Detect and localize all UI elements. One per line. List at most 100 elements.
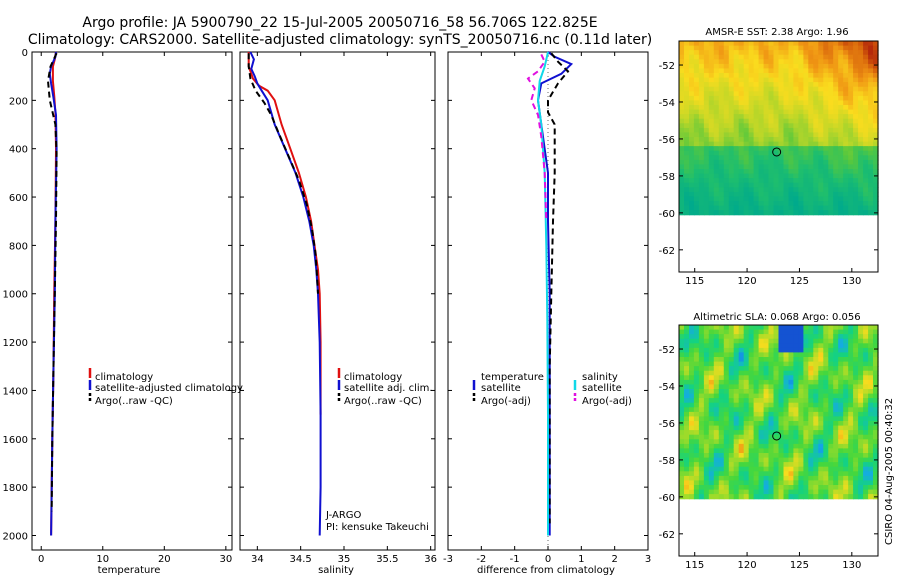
heatmap-cell [863,169,869,175]
x-tick-label: 36 [424,554,437,565]
heatmap-cell [693,352,700,358]
heatmap-cell [803,205,809,211]
heatmap-cell [708,457,715,463]
heatmap-cell [843,86,849,92]
heatmap-cell [768,95,775,102]
heatmap-cell [698,384,705,390]
heatmap-cell [858,118,864,124]
heatmap-cell [728,187,735,193]
heatmap-cell [843,114,849,120]
heatmap-cell [833,416,839,422]
heatmap-cell [713,109,720,115]
heatmap-cell [679,109,685,115]
heatmap-cell [738,439,745,445]
heatmap-cell [818,343,824,349]
heatmap-cell [788,329,795,335]
heatmap-cell [753,448,760,454]
heatmap-cell [843,421,849,427]
heatmap-cell [743,352,750,358]
heatmap-cell [698,370,705,376]
heatmap-cell [838,109,844,115]
heatmap-cell [778,366,785,372]
heatmap-cell [679,201,685,207]
heatmap-cell [723,150,730,156]
heatmap-cell [873,169,879,175]
heatmap-cell [798,402,804,408]
heatmap-cell [818,86,824,92]
heatmap-cell [773,137,780,143]
heatmap-cell [813,82,819,88]
heatmap-cell [743,59,750,65]
heatmap-cell [728,443,735,450]
heatmap-cell [843,329,849,335]
heatmap-cell [679,159,685,166]
heatmap-cell [848,347,854,354]
heatmap-cell [703,210,710,216]
heatmap-cell [813,329,819,335]
heatmap-cell [848,182,854,188]
heatmap-cell [723,123,730,129]
heatmap-cell [698,141,705,147]
heatmap-cell [758,45,765,51]
heatmap-cell [803,398,809,404]
heatmap-cell [768,201,775,207]
heatmap-cell [853,159,859,166]
heatmap-cell [838,329,844,335]
heatmap-cell [768,370,775,376]
heatmap-cell [778,109,785,115]
heatmap-cell [828,77,834,83]
heatmap-cell [853,164,859,170]
heatmap-cell [708,109,715,115]
heatmap-cell [758,375,765,381]
heatmap-cell [773,398,780,404]
heatmap-cell [743,54,750,60]
heatmap-cell [783,402,790,408]
heatmap-cell [713,118,720,124]
heatmap-cell [823,123,829,129]
heatmap-cell [823,150,829,156]
heatmap-cell [798,430,804,436]
heatmap-cell [698,398,705,404]
heatmap-cell [798,489,804,495]
heatmap-cell [758,411,765,418]
heatmap-cell [853,389,859,395]
heatmap-cell [679,191,685,198]
heatmap-cell [828,329,834,335]
heatmap-cell [778,352,785,358]
heatmap-cell [708,114,715,120]
heatmap-cell [808,439,814,445]
heatmap-cell [763,389,770,395]
heatmap-cell [788,393,795,399]
heatmap-cell [838,448,844,454]
heatmap-cell [738,407,745,413]
heatmap-cell [788,338,795,344]
heatmap-cell [763,205,770,211]
heatmap-cell [783,50,790,56]
heatmap-cell [684,347,690,354]
heatmap-cell [828,366,834,372]
heatmap-cell [748,407,755,413]
heatmap-cell [689,485,695,491]
heatmap-cell [718,132,725,138]
heatmap-cell [698,50,705,56]
heatmap-cell [748,471,755,477]
heatmap-cell [773,416,780,422]
heatmap-cell [788,475,795,482]
heatmap-cell [738,45,745,51]
heatmap-cell [863,68,869,74]
heatmap-cell [873,325,879,331]
heatmap-cell [848,150,854,156]
heatmap-cell [803,439,809,445]
heatmap-cell [758,201,765,207]
heatmap-cell [828,86,834,92]
heatmap-cell [818,91,824,97]
heatmap-cell [723,466,730,472]
heatmap-cell [753,196,760,202]
heatmap-cell [808,370,814,376]
heatmap-cell [713,191,720,198]
heatmap-cell [863,384,869,390]
heatmap-cell [818,100,824,106]
heatmap-cell [693,366,700,372]
heatmap-cell [684,375,690,381]
heatmap-cell [758,393,765,399]
